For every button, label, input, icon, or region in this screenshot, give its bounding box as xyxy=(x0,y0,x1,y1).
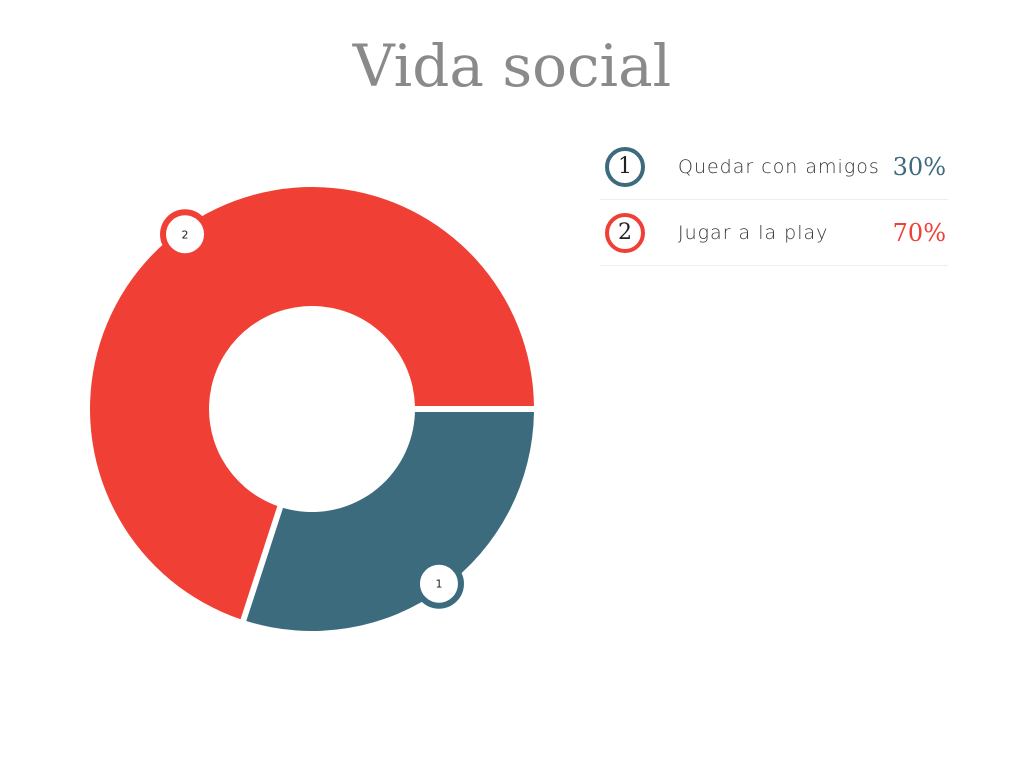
legend-item: 1 Quedar con amigos 30% xyxy=(600,134,948,200)
slice-marker-label: 1 xyxy=(435,578,442,591)
legend-label: Quedar con amigos xyxy=(678,155,880,178)
legend-label: Jugar a la play xyxy=(678,221,829,244)
donut-slice xyxy=(246,411,534,632)
slice-marker-label: 2 xyxy=(182,228,189,241)
legend-percent: 30% xyxy=(892,152,946,181)
legend-percent: 70% xyxy=(892,218,946,247)
legend-badge: 2 xyxy=(605,212,645,253)
legend-item: 2 Jugar a la play 70% xyxy=(600,200,948,266)
slice-marker xyxy=(160,209,211,260)
slice-marker xyxy=(413,558,464,609)
legend-badge: 1 xyxy=(605,146,645,187)
donut-slice xyxy=(90,187,534,620)
legend: 1 Quedar con amigos 30% 2 Jugar a la pla… xyxy=(600,134,948,266)
chart-title: Vida social xyxy=(352,32,672,100)
